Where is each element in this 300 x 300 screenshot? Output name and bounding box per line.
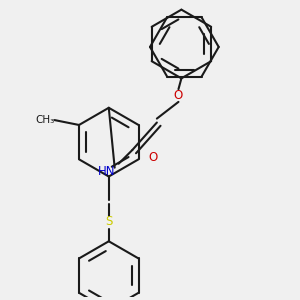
Text: S: S <box>105 215 112 228</box>
Text: CH₃: CH₃ <box>35 115 54 125</box>
Text: HN: HN <box>98 165 116 178</box>
Text: O: O <box>174 88 183 101</box>
Text: O: O <box>149 151 158 164</box>
